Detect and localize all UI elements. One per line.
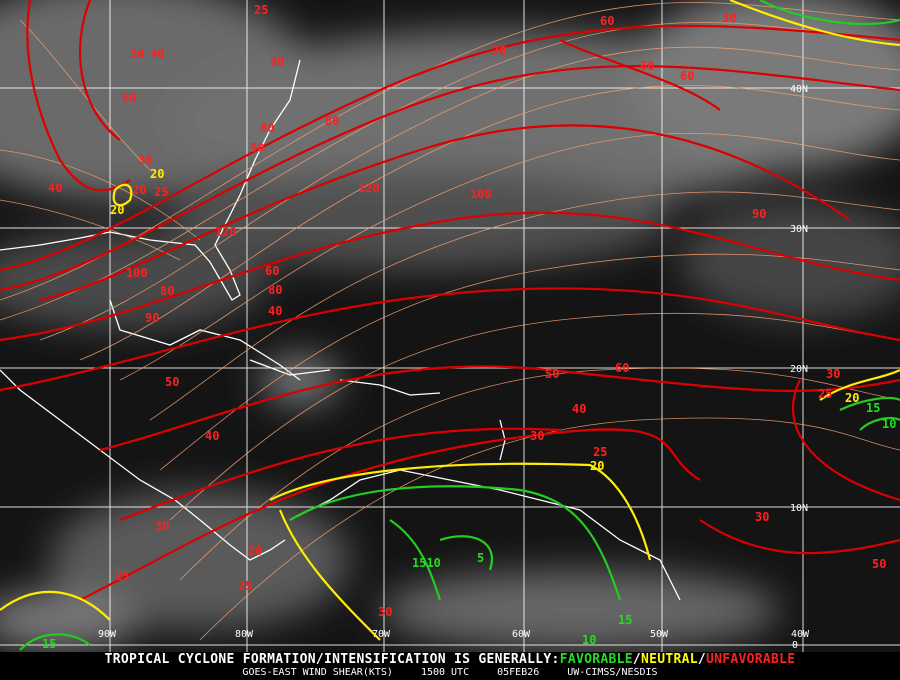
contour-label: 15: [42, 637, 56, 651]
contour-label: 120: [358, 181, 380, 195]
contour-label: 25: [154, 185, 168, 199]
contour-label: 25: [818, 387, 832, 401]
legend-footer: TROPICAL CYCLONE FORMATION/INTENSIFICATI…: [0, 652, 900, 680]
contour-label: 25: [593, 445, 607, 459]
contour-label: 20: [845, 391, 859, 405]
valid-date: 05FEB26: [497, 667, 540, 678]
contour-label: 50: [545, 367, 559, 381]
valid-time: 1500 UTC: [420, 667, 470, 678]
contour-label: 20: [248, 544, 262, 558]
contour-label: 40: [572, 402, 586, 416]
contour-label: 30: [378, 605, 392, 619]
grid-labels: 40N 30N 20N 10N 0 90W 80W 70W 60W 50W 40…: [98, 84, 810, 651]
contour-label: 30: [826, 367, 840, 381]
contour-label: 15: [866, 401, 880, 415]
contour-label: 20: [590, 459, 604, 473]
contour-label: 15: [618, 613, 632, 627]
contour-label: 50: [250, 141, 264, 155]
contour-label: 10: [882, 417, 896, 431]
contour-label: 30: [755, 510, 769, 524]
contour-label: 25: [238, 579, 252, 593]
contour-label: 80: [160, 284, 174, 298]
contour-label: 30: [530, 429, 544, 443]
separator: /: [632, 652, 641, 667]
contour-label: 80: [325, 114, 339, 128]
lon-label: 40W: [791, 629, 810, 640]
contour-label: 40: [48, 181, 62, 195]
cloud-imagery: [0, 0, 900, 650]
lon-label: 50W: [650, 629, 669, 640]
lat-label: 40N: [790, 84, 808, 95]
contour-label: 20: [132, 183, 146, 197]
lat-label: 30N: [790, 224, 808, 235]
contour-label: 5: [477, 551, 484, 565]
contour-label: 120: [215, 225, 237, 239]
contour-label: 100: [470, 187, 492, 201]
contour-label: 40: [205, 429, 219, 443]
neutral-label: NEUTRAL: [640, 652, 698, 667]
contour-label: 90: [270, 55, 284, 69]
lat-label: 0: [792, 640, 798, 651]
contour-labels: 25 60 30 40 60 60 60 80 80 120 120 100 9…: [42, 3, 896, 651]
contour-label: 100: [126, 266, 148, 280]
contour-label: 30: [138, 153, 152, 167]
shear-contours-red: [0, 0, 900, 601]
contour-label: 40: [268, 304, 282, 318]
contour-label: 1510: [412, 556, 441, 570]
contour-label: 20: [110, 203, 124, 217]
product-name: GOES-EAST WIND SHEAR(KTS): [242, 667, 393, 678]
headline: TROPICAL CYCLONE FORMATION/INTENSIFICATI…: [104, 652, 560, 667]
favorable-label: FAVORABLE: [559, 652, 633, 667]
unfavorable-label: UNFAVORABLE: [706, 652, 796, 667]
lon-label: 70W: [372, 629, 391, 640]
contour-label: 30: [722, 11, 736, 25]
shear-contours-green: [19, 0, 900, 651]
lon-label: 80W: [235, 629, 254, 640]
lat-label: 10N: [790, 503, 808, 514]
contour-label: 60: [122, 91, 136, 105]
lat-lon-grid: [0, 0, 900, 652]
contour-label: 25: [115, 569, 129, 583]
favorability-legend: TROPICAL CYCLONE FORMATION/INTENSIFICATI…: [0, 652, 900, 667]
contour-label: 25: [254, 3, 268, 17]
contour-label: 60: [600, 14, 614, 28]
contour-label: 60: [265, 264, 279, 278]
lon-label: 60W: [512, 629, 531, 640]
contour-label: 60: [615, 361, 629, 375]
contour-label: 50: [872, 557, 886, 571]
shear-contours-yellow: [0, 0, 900, 641]
source: UW-CIMSS/NESDIS: [567, 667, 658, 678]
contour-label: 10: [582, 633, 596, 647]
lon-label: 90W: [98, 629, 117, 640]
product-info: GOES-EAST WIND SHEAR(KTS) 1500 UTC 05FEB26…: [0, 667, 900, 679]
separator: /: [697, 652, 706, 667]
contour-label: 50: [165, 375, 179, 389]
contour-label: 60: [680, 69, 694, 83]
contour-label: 60: [640, 59, 654, 73]
lat-label: 20N: [790, 364, 808, 375]
streamlines: [0, 2, 900, 641]
contour-label: 80: [268, 283, 282, 297]
contour-label: 40: [150, 47, 164, 61]
contour-label: 70: [492, 44, 506, 58]
contour-label: 30: [130, 47, 144, 61]
contour-label: 20: [150, 167, 164, 181]
contour-label: 90: [145, 311, 159, 325]
contour-label: 30: [155, 519, 169, 533]
map-canvas: 40N 30N 20N 10N 0 90W 80W 70W 60W 50W 40…: [0, 0, 900, 652]
contour-label: 80: [260, 121, 274, 135]
contour-label: 90: [752, 207, 766, 221]
